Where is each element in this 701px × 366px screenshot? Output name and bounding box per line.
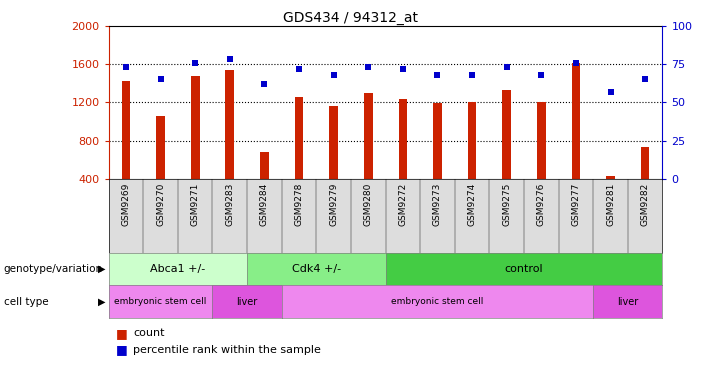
Text: GSM9275: GSM9275 bbox=[502, 183, 511, 227]
Text: embryonic stem cell: embryonic stem cell bbox=[114, 298, 207, 306]
Text: GSM9282: GSM9282 bbox=[641, 183, 650, 226]
Text: GDS434 / 94312_at: GDS434 / 94312_at bbox=[283, 11, 418, 25]
Text: GSM9281: GSM9281 bbox=[606, 183, 615, 227]
Bar bbox=[571, 63, 580, 179]
Text: GSM9277: GSM9277 bbox=[571, 183, 580, 227]
Text: GSM9274: GSM9274 bbox=[468, 183, 477, 226]
Text: GSM9270: GSM9270 bbox=[156, 183, 165, 227]
Text: control: control bbox=[505, 264, 543, 274]
Text: GSM9284: GSM9284 bbox=[260, 183, 269, 226]
Bar bbox=[399, 98, 407, 179]
Text: GSM9271: GSM9271 bbox=[191, 183, 200, 227]
Text: embryonic stem cell: embryonic stem cell bbox=[391, 298, 484, 306]
Bar bbox=[364, 93, 372, 179]
Text: ▶: ▶ bbox=[97, 264, 105, 274]
Text: Abca1 +/-: Abca1 +/- bbox=[150, 264, 205, 274]
Text: percentile rank within the sample: percentile rank within the sample bbox=[133, 344, 321, 355]
Bar bbox=[122, 81, 130, 179]
Text: ■: ■ bbox=[116, 343, 128, 356]
Text: liver: liver bbox=[236, 297, 258, 307]
Bar bbox=[226, 70, 234, 179]
Bar bbox=[294, 97, 304, 179]
Bar bbox=[641, 147, 649, 179]
Text: GSM9280: GSM9280 bbox=[364, 183, 373, 227]
Text: count: count bbox=[133, 328, 165, 338]
Bar bbox=[156, 116, 165, 179]
Bar bbox=[537, 101, 545, 179]
Text: genotype/variation: genotype/variation bbox=[4, 264, 102, 274]
Text: GSM9279: GSM9279 bbox=[329, 183, 338, 227]
Text: ■: ■ bbox=[116, 326, 128, 340]
Text: cell type: cell type bbox=[4, 297, 48, 307]
Text: GSM9272: GSM9272 bbox=[398, 183, 407, 226]
Bar bbox=[503, 90, 511, 179]
Text: GSM9273: GSM9273 bbox=[433, 183, 442, 227]
Text: liver: liver bbox=[617, 297, 639, 307]
Bar bbox=[433, 104, 442, 179]
Text: GSM9276: GSM9276 bbox=[537, 183, 546, 227]
Bar bbox=[468, 102, 477, 179]
Bar bbox=[329, 106, 338, 179]
Text: Cdk4 +/-: Cdk4 +/- bbox=[292, 264, 341, 274]
Bar bbox=[260, 152, 268, 179]
Text: GSM9283: GSM9283 bbox=[225, 183, 234, 227]
Bar bbox=[606, 176, 615, 179]
Text: GSM9278: GSM9278 bbox=[294, 183, 304, 227]
Bar bbox=[191, 76, 200, 179]
Text: ▶: ▶ bbox=[97, 297, 105, 307]
Text: GSM9269: GSM9269 bbox=[121, 183, 130, 227]
